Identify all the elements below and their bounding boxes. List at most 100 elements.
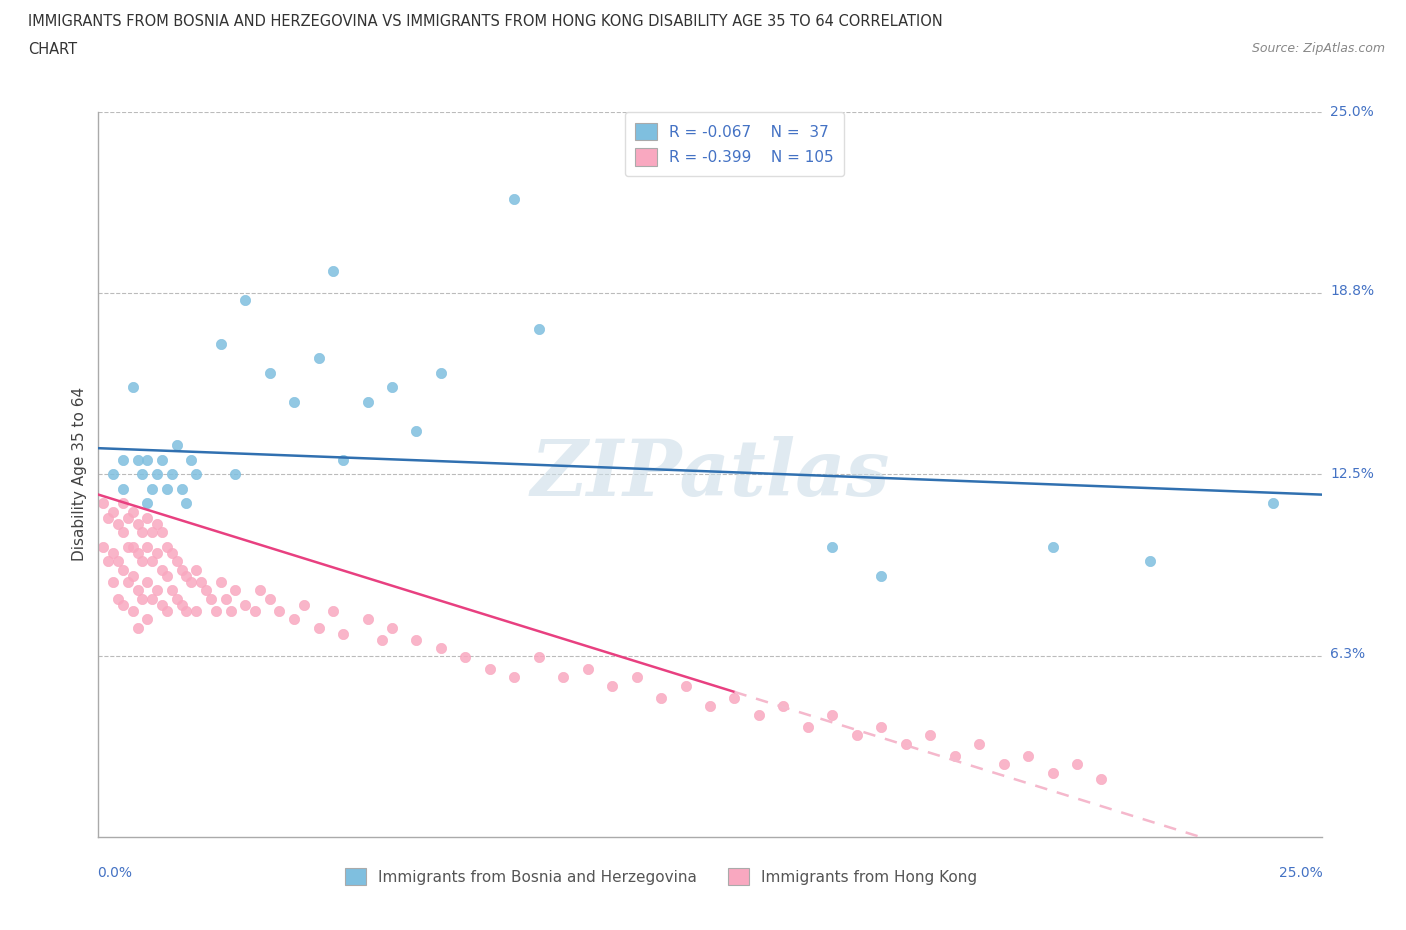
Point: [101, 545, 124, 560]
Point: [186, 467, 208, 482]
Point: [430, 365, 453, 380]
Point: [141, 482, 163, 497]
Point: [166, 554, 188, 569]
Point: [186, 563, 208, 578]
Point: [356, 394, 378, 409]
Point: [146, 467, 169, 482]
Point: [160, 545, 183, 560]
Text: 0.0%: 0.0%: [97, 866, 132, 880]
Text: 25.0%: 25.0%: [1330, 104, 1374, 119]
Point: [527, 650, 550, 665]
Point: [527, 322, 550, 337]
Point: [97, 554, 120, 569]
Point: [371, 632, 394, 647]
Point: [219, 604, 242, 618]
Point: [797, 719, 820, 734]
Text: CHART: CHART: [28, 42, 77, 57]
Point: [821, 539, 844, 554]
Point: [405, 632, 427, 647]
Point: [91, 539, 114, 554]
Point: [131, 467, 153, 482]
Point: [156, 568, 179, 583]
Point: [146, 545, 169, 560]
Point: [430, 641, 453, 656]
Point: [190, 574, 212, 589]
Point: [176, 568, 198, 583]
Point: [146, 516, 169, 531]
Point: [600, 679, 623, 694]
Point: [249, 583, 271, 598]
Point: [136, 539, 159, 554]
Point: [170, 597, 193, 612]
Point: [1042, 539, 1064, 554]
Point: [675, 679, 697, 694]
Point: [283, 394, 305, 409]
Point: [166, 591, 188, 606]
Point: [993, 757, 1015, 772]
Point: [131, 525, 153, 539]
Point: [576, 661, 599, 676]
Point: [870, 719, 893, 734]
Point: [107, 591, 129, 606]
Point: [454, 650, 477, 665]
Point: [141, 525, 163, 539]
Point: [91, 496, 114, 511]
Point: [127, 516, 149, 531]
Point: [176, 496, 198, 511]
Point: [332, 452, 354, 467]
Point: [553, 670, 575, 684]
Point: [121, 604, 143, 618]
Point: [117, 539, 139, 554]
Point: [650, 690, 672, 705]
Point: [127, 452, 149, 467]
Text: 6.3%: 6.3%: [1330, 647, 1365, 661]
Point: [156, 482, 179, 497]
Y-axis label: Disability Age 35 to 64: Disability Age 35 to 64: [72, 387, 87, 562]
Point: [186, 604, 208, 618]
Point: [111, 482, 134, 497]
Point: [1066, 757, 1088, 772]
Point: [166, 438, 188, 453]
Point: [180, 452, 202, 467]
Point: [920, 728, 942, 743]
Point: [269, 604, 291, 618]
Point: [1042, 765, 1064, 780]
Point: [107, 516, 129, 531]
Text: Source: ZipAtlas.com: Source: ZipAtlas.com: [1251, 42, 1385, 55]
Point: [283, 612, 305, 627]
Point: [205, 604, 228, 618]
Point: [127, 545, 149, 560]
Point: [699, 699, 721, 714]
Point: [121, 505, 143, 520]
Point: [894, 737, 917, 751]
Point: [156, 539, 179, 554]
Point: [150, 452, 173, 467]
Point: [723, 690, 745, 705]
Point: [136, 496, 159, 511]
Point: [381, 620, 404, 635]
Point: [214, 591, 236, 606]
Point: [233, 597, 256, 612]
Point: [150, 525, 173, 539]
Point: [626, 670, 648, 684]
Point: [870, 568, 893, 583]
Point: [381, 379, 404, 394]
Point: [107, 554, 129, 569]
Point: [308, 620, 330, 635]
Point: [180, 574, 202, 589]
Point: [131, 591, 153, 606]
Point: [821, 708, 844, 723]
Point: [111, 452, 134, 467]
Point: [503, 670, 526, 684]
Point: [117, 574, 139, 589]
Point: [176, 604, 198, 618]
Text: 25.0%: 25.0%: [1279, 866, 1323, 880]
Text: ZIPatlas: ZIPatlas: [530, 436, 890, 512]
Point: [160, 583, 183, 598]
Point: [405, 423, 427, 438]
Point: [136, 574, 159, 589]
Point: [127, 583, 149, 598]
Point: [136, 612, 159, 627]
Point: [101, 505, 124, 520]
Point: [1139, 554, 1161, 569]
